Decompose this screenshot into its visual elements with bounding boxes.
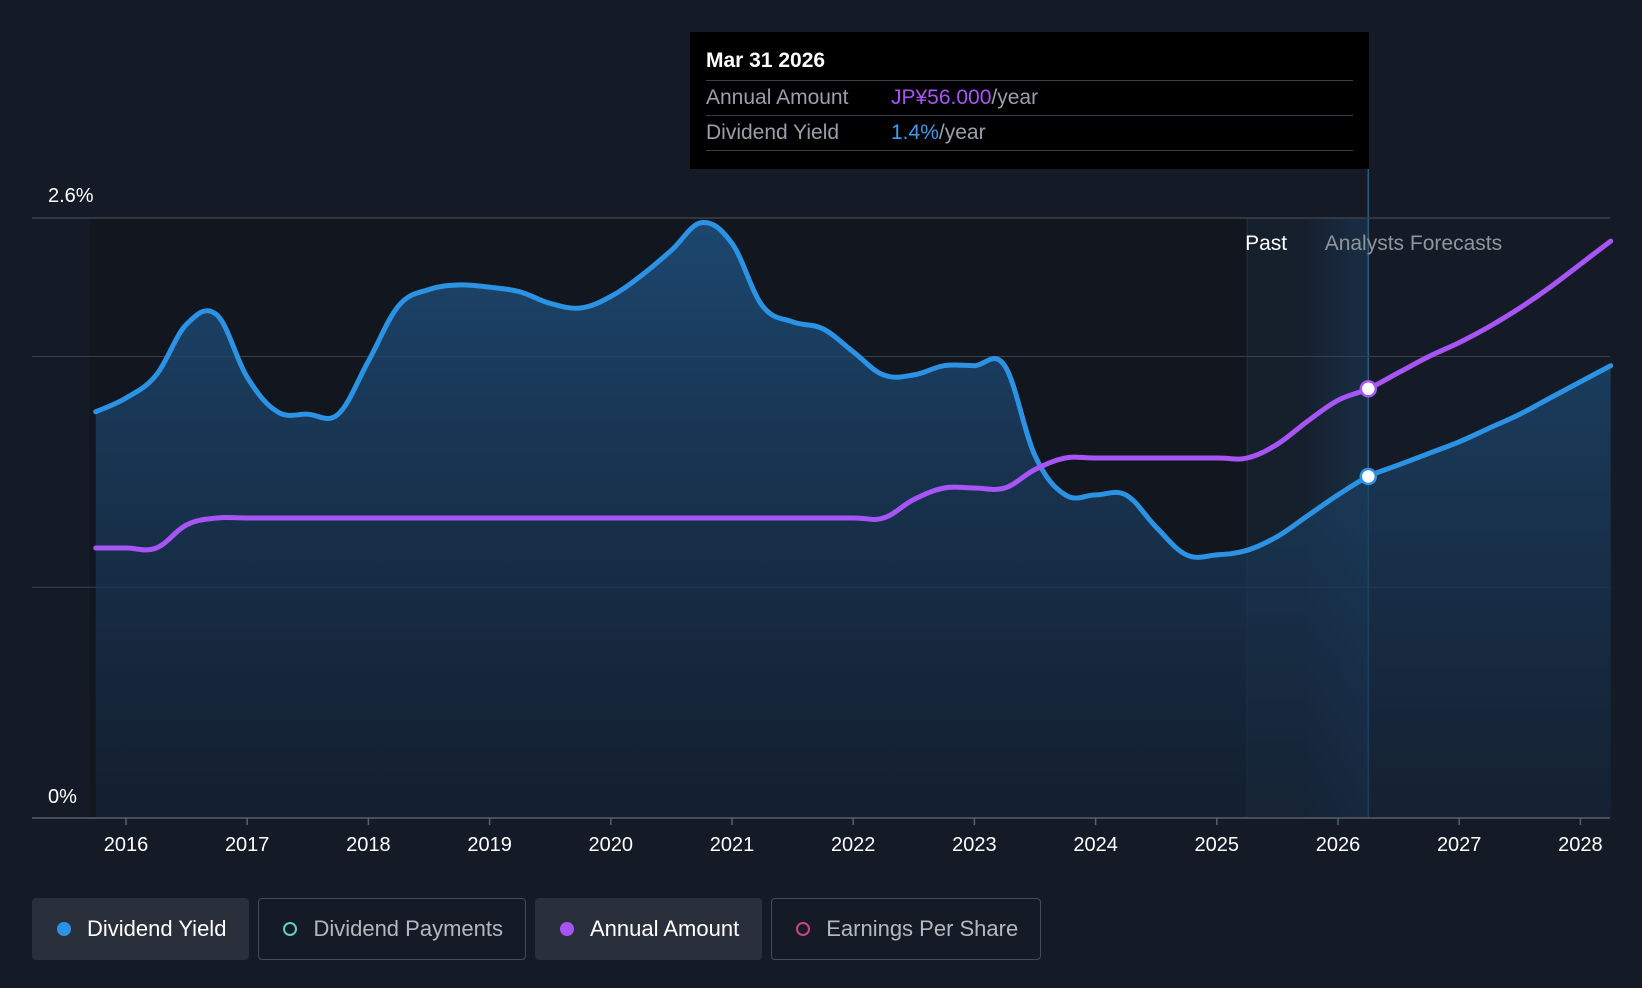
legend-dividend-payments-button[interactable]: Dividend Payments: [258, 898, 526, 960]
tooltip-date: Mar 31 2026: [706, 46, 1353, 81]
legend-earnings-per-share-button[interactable]: Earnings Per Share: [771, 898, 1042, 960]
x-tick-label: 2023: [952, 834, 997, 856]
past-label: Past: [1245, 232, 1287, 255]
legend-earnings-per-share-dot-icon: [796, 922, 811, 936]
x-tick-label: 2020: [589, 834, 634, 856]
y-tick-label-max: 2.6%: [48, 185, 94, 207]
tooltip-dividend-yield-row: Dividend Yield 1.4%/year: [706, 116, 1353, 151]
x-tick-label: 2027: [1437, 834, 1482, 856]
legend-dividend-yield-dot-icon: [57, 922, 71, 936]
x-tick-label: 2016: [104, 834, 149, 856]
x-tick-label: 2028: [1558, 834, 1603, 856]
x-tick-label: 2024: [1073, 834, 1118, 856]
tooltip-annual-amount-value: JP¥56.000: [891, 86, 992, 109]
tooltip-dividend-yield-unit: /year: [938, 121, 986, 144]
tooltip-annual-amount-label: Annual Amount: [706, 86, 849, 109]
annual-amount-marker: [1359, 380, 1378, 398]
x-tick-label: 2022: [831, 834, 876, 856]
annual-amount-line: [93, 238, 1614, 553]
tooltip-annual-amount-unit: /year: [991, 86, 1039, 109]
forecast-label: Analysts Forecasts: [1325, 232, 1502, 255]
y-tick-label-min: 0%: [48, 786, 77, 808]
legend-dividend-payments-dot-icon: [283, 922, 298, 936]
x-tick-label: 2019: [467, 834, 512, 856]
x-tick-label: 2017: [225, 834, 270, 856]
legend-annual-amount-dot-icon: [559, 922, 574, 936]
dividend-yield-marker: [1359, 467, 1378, 486]
legend-dividend-yield-label: Dividend Yield: [87, 916, 227, 941]
x-tick-label: 2026: [1316, 834, 1361, 856]
tooltip-annual-amount-row: Annual Amount JP¥56.000/year: [706, 81, 1353, 116]
legend-annual-amount-button[interactable]: Annual Amount: [534, 898, 763, 960]
chart-legend: Dividend Yield Dividend Payments Annual …: [32, 898, 1042, 960]
x-tick-label: 2021: [710, 834, 755, 856]
legend-dividend-yield-button[interactable]: Dividend Yield: [32, 898, 250, 960]
tooltip-dividend-yield-value: 1.4%: [891, 121, 939, 144]
legend-earnings-per-share-label: Earnings Per Share: [826, 916, 1019, 941]
x-tick-label: 2018: [346, 834, 391, 856]
legend-annual-amount-label: Annual Amount: [589, 916, 740, 941]
tooltip-dividend-yield-label: Dividend Yield: [706, 121, 840, 144]
legend-dividend-payments-label: Dividend Payments: [313, 916, 503, 941]
x-tick-label: 2025: [1195, 834, 1240, 856]
chart-tooltip: Mar 31 2026 Annual Amount JP¥56.000/year…: [690, 32, 1369, 169]
dividend-yield-line: [93, 220, 1614, 560]
